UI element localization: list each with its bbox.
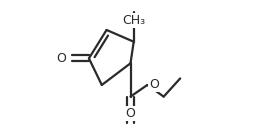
Text: O: O [149, 79, 159, 91]
Text: O: O [56, 52, 66, 65]
Text: O: O [125, 107, 135, 120]
Text: CH₃: CH₃ [122, 14, 145, 27]
